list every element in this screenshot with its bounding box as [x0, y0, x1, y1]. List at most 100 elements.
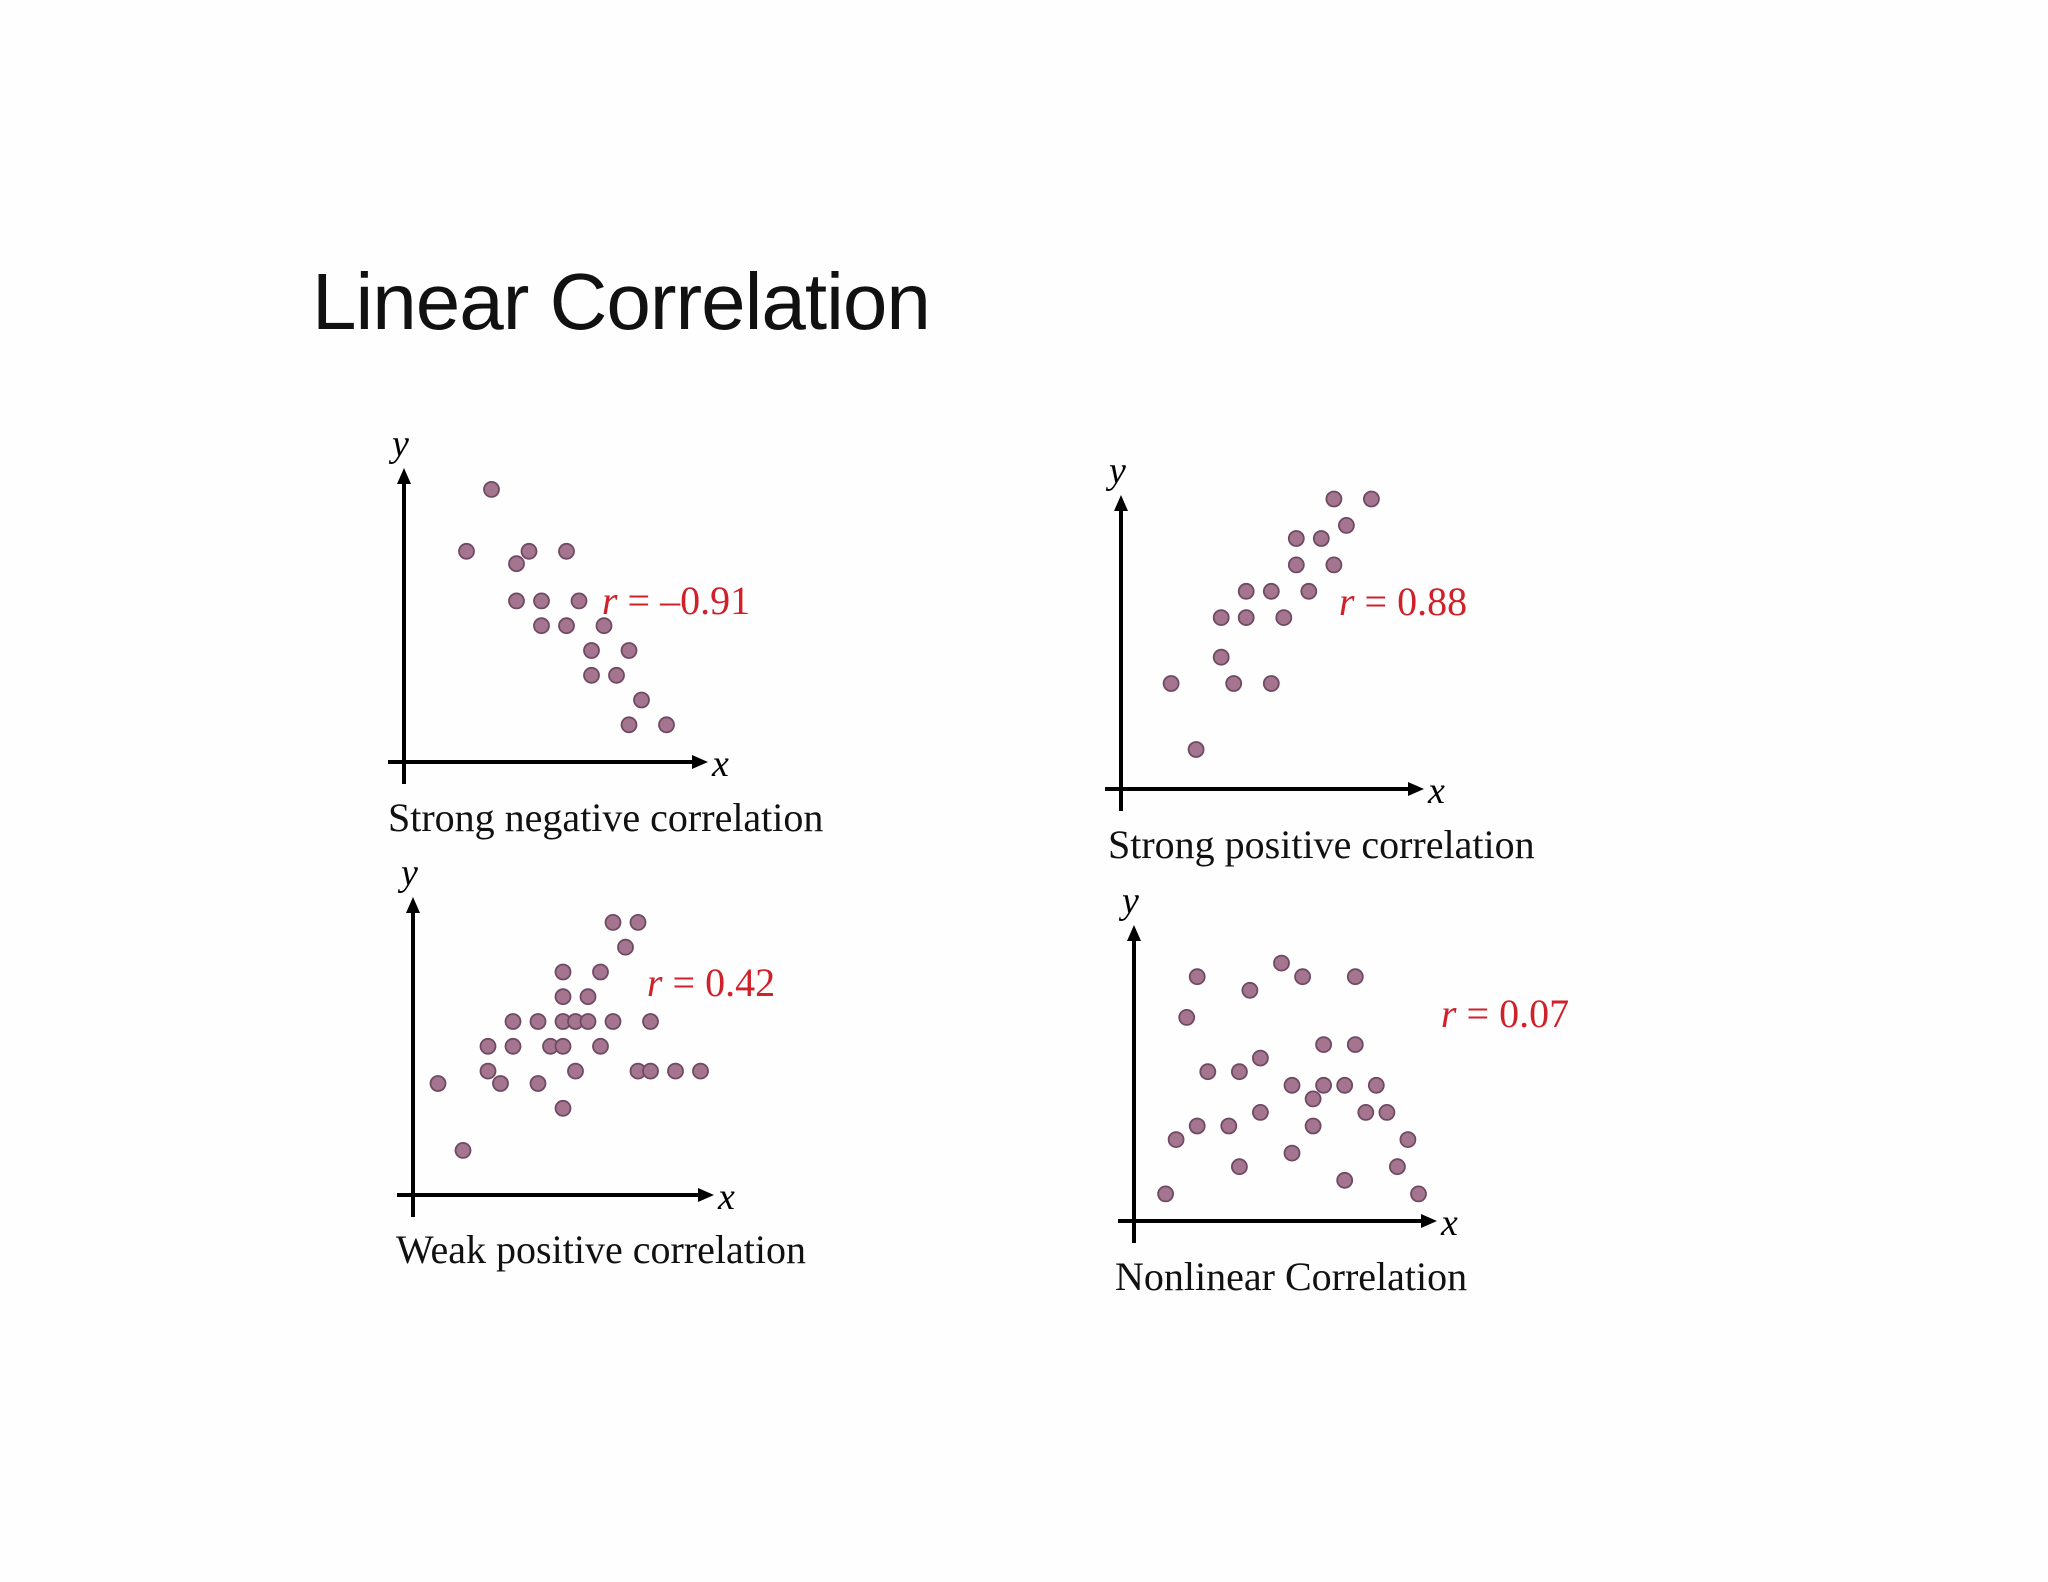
point-nonlinear: [1367, 1076, 1385, 1094]
point-strong-positive: [1225, 675, 1243, 692]
point-strong-negative: [620, 716, 638, 734]
point-nonlinear: [1157, 1185, 1174, 1203]
point-nonlinear: [1336, 1171, 1354, 1189]
x-axis-label-nonlinear: x: [1440, 1202, 1458, 1244]
point-nonlinear: [1304, 1090, 1322, 1108]
point-nonlinear: [1199, 1063, 1217, 1081]
scatter-nonlinear: x y r = 0.07: [1118, 880, 1569, 1244]
point-strong-negative: [520, 542, 538, 560]
point-weak-positive: [629, 914, 647, 931]
point-strong-negative: [595, 617, 613, 635]
point-weak-positive: [579, 988, 597, 1006]
point-weak-positive: [554, 1099, 572, 1117]
point-weak-positive: [642, 1013, 659, 1030]
point-nonlinear: [1346, 968, 1364, 986]
point-weak-positive: [667, 1062, 684, 1080]
point-strong-negative: [558, 542, 575, 560]
point-nonlinear: [1336, 1076, 1354, 1094]
point-nonlinear: [1378, 1104, 1396, 1121]
point-nonlinear: [1167, 1131, 1185, 1148]
point-weak-positive: [504, 1013, 522, 1030]
x-axis-label-strong-positive: x: [1427, 770, 1445, 812]
point-weak-positive: [554, 963, 572, 981]
point-weak-positive: [554, 988, 572, 1006]
point-strong-positive: [1237, 582, 1255, 600]
point-weak-positive: [592, 963, 609, 981]
point-strong-negative: [658, 716, 675, 734]
point-strong-negative: [608, 666, 625, 684]
point-weak-positive: [492, 1075, 509, 1092]
r-value-strong-positive: r = 0.88: [1339, 579, 1467, 624]
point-weak-positive: [529, 1013, 547, 1030]
caption-strong-negative: Strong negative correlation: [388, 795, 824, 840]
r-symbol: r: [1339, 579, 1355, 624]
point-strong-positive: [1162, 675, 1180, 692]
r-number: 0.88: [1397, 579, 1467, 624]
y-axis-label-nonlinear: y: [1118, 880, 1139, 922]
point-weak-positive: [529, 1075, 547, 1092]
point-strong-positive: [1312, 530, 1330, 547]
point-strong-positive: [1325, 556, 1343, 574]
point-weak-positive: [429, 1075, 447, 1092]
point-strong-positive: [1262, 675, 1280, 692]
point-nonlinear: [1273, 954, 1290, 972]
point-nonlinear: [1231, 1158, 1248, 1176]
point-nonlinear: [1252, 1049, 1269, 1067]
r-number: 0.07: [1499, 991, 1569, 1036]
y-axis-arrow-nonlinear: [1127, 925, 1141, 941]
point-weak-positive: [579, 1013, 597, 1030]
x-axis-label-strong-negative: x: [711, 743, 729, 785]
point-nonlinear: [1389, 1158, 1406, 1176]
y-axis-arrow-weak-positive: [406, 897, 420, 913]
point-nonlinear: [1346, 1036, 1364, 1053]
caption-nonlinear: Nonlinear Correlation: [1115, 1254, 1468, 1299]
point-weak-positive: [479, 1037, 497, 1055]
x-axis-arrow-strong-negative: [692, 755, 708, 769]
point-weak-positive: [604, 1013, 622, 1030]
point-weak-positive: [604, 914, 622, 931]
point-strong-negative: [558, 617, 575, 635]
r-equals: =: [1457, 991, 1500, 1036]
x-axis-arrow-strong-positive: [1408, 782, 1424, 796]
r-symbol: r: [647, 960, 663, 1005]
point-strong-positive: [1338, 517, 1355, 534]
point-strong-negative: [508, 592, 525, 610]
point-weak-positive: [504, 1037, 522, 1055]
r-symbol: r: [1441, 991, 1457, 1036]
point-nonlinear: [1188, 1117, 1206, 1135]
r-symbol: r: [602, 578, 618, 623]
point-strong-negative: [533, 617, 550, 635]
r-value-weak-positive: r = 0.42: [647, 960, 775, 1005]
x-axis-arrow-nonlinear: [1421, 1214, 1437, 1228]
point-weak-positive: [479, 1062, 497, 1080]
point-strong-negative: [483, 480, 500, 498]
point-strong-negative: [458, 542, 475, 560]
point-weak-positive: [554, 1037, 572, 1055]
point-nonlinear: [1231, 1063, 1248, 1081]
point-strong-negative: [633, 691, 650, 709]
point-strong-negative: [533, 592, 550, 610]
point-nonlinear: [1304, 1117, 1322, 1135]
point-nonlinear: [1252, 1104, 1269, 1121]
point-nonlinear: [1410, 1185, 1427, 1203]
point-weak-positive: [692, 1062, 709, 1080]
point-weak-positive: [617, 938, 634, 956]
r-equals: =: [663, 960, 706, 1005]
y-axis-arrow-strong-positive: [1114, 495, 1128, 511]
point-strong-positive: [1212, 648, 1230, 666]
point-strong-negative: [508, 555, 525, 573]
point-strong-positive: [1287, 556, 1305, 574]
r-equals: =: [1355, 579, 1398, 624]
point-nonlinear: [1220, 1117, 1238, 1135]
point-strong-positive: [1187, 741, 1205, 758]
point-nonlinear: [1178, 1009, 1196, 1026]
point-strong-positive: [1287, 530, 1305, 547]
r-value-nonlinear: r = 0.07: [1441, 991, 1569, 1036]
point-nonlinear: [1315, 1036, 1332, 1053]
point-strong-positive: [1275, 609, 1293, 626]
point-strong-positive: [1325, 490, 1343, 508]
point-strong-negative: [583, 666, 600, 684]
y-axis-arrow-strong-negative: [397, 468, 411, 484]
scatter-weak-positive: x y r = 0.42: [397, 852, 775, 1218]
